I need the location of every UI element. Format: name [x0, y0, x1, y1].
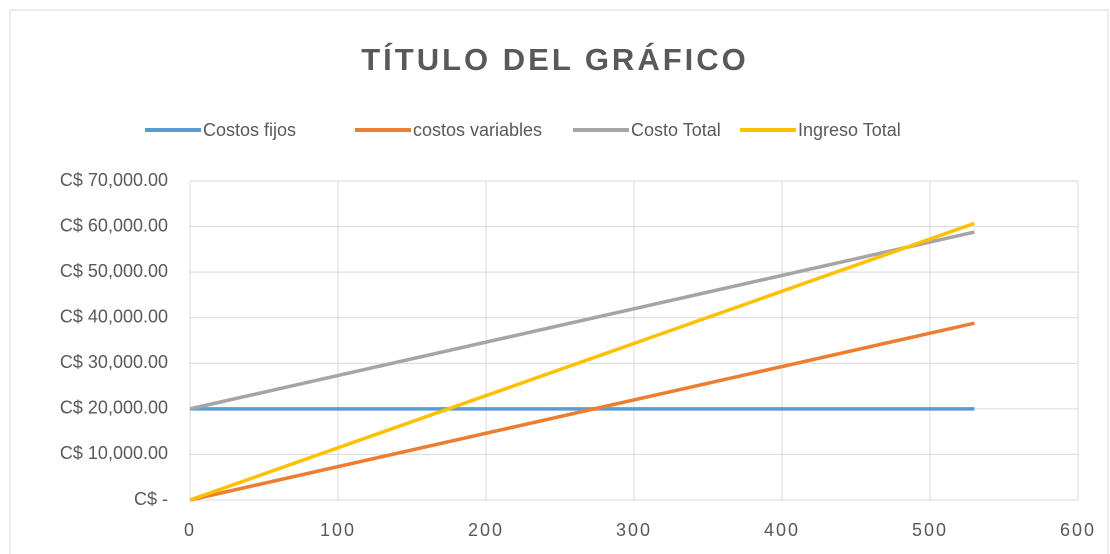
x-tick-label: 600 [1060, 520, 1096, 540]
chart-border [9, 9, 1109, 554]
chart-title: TÍTULO DEL GRÁFICO [361, 42, 749, 77]
series-line [189, 230, 975, 411]
y-tick-label: C$ 10,000.00 [60, 443, 168, 463]
legend-label: Ingreso Total [798, 120, 901, 140]
x-tick-label: 200 [468, 520, 504, 540]
y-tick-label: C$ 60,000.00 [60, 215, 168, 235]
y-tick-label: C$ 70,000.00 [60, 170, 168, 190]
x-tick-label: 100 [320, 520, 356, 540]
y-tick-label: C$ 30,000.00 [60, 352, 168, 372]
legend-label: Costo Total [631, 120, 721, 140]
x-tick-label: 400 [764, 520, 800, 540]
y-tick-label: C$ - [134, 489, 168, 509]
y-tick-label: C$ 20,000.00 [60, 398, 168, 418]
series-line [189, 321, 975, 502]
y-tick-label: C$ 50,000.00 [60, 261, 168, 281]
y-tick-label: C$ 40,000.00 [60, 306, 168, 326]
x-tick-label: 0 [184, 520, 196, 540]
legend-label: costos variables [413, 120, 542, 140]
legend-label: Costos fijos [203, 120, 296, 140]
x-tick-label: 300 [616, 520, 652, 540]
x-tick-label: 500 [912, 520, 948, 540]
series-line [189, 221, 975, 502]
